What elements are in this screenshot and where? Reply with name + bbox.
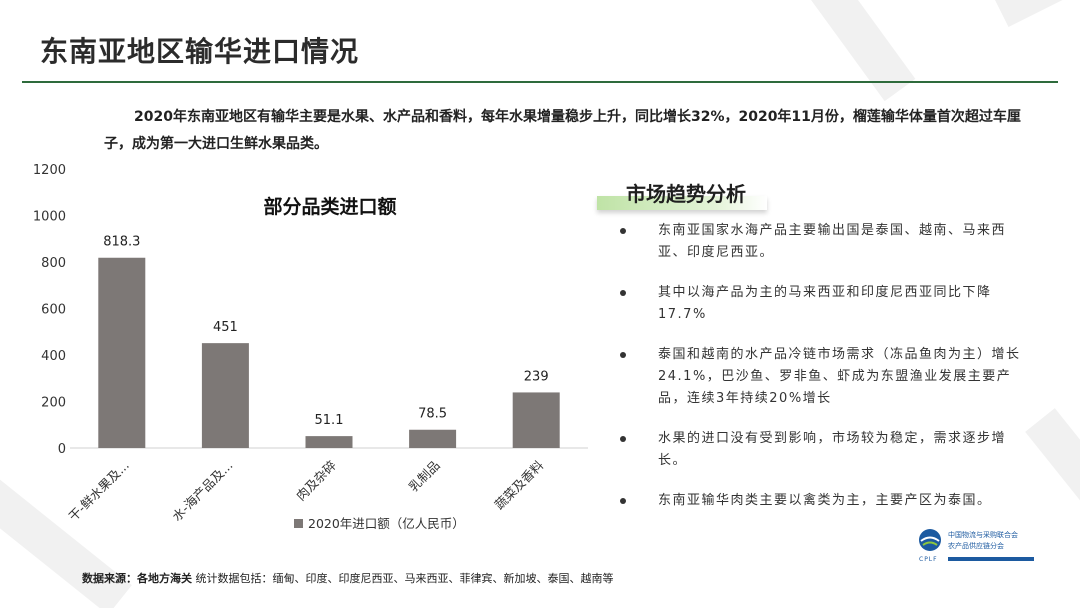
list-item-text: 其中以海产品为主的马来西亚和印度尼西亚同比下降17.7% (658, 285, 992, 322)
bullet-icon (620, 352, 626, 358)
x-axis: 干-鲜水果及... 水-海产品及... 肉及杂碎 乳制品 蔬菜及香料 (65, 457, 546, 524)
bar-value-label: 78.5 (418, 407, 447, 422)
y-axis: 0 200 400 600 800 1000 1200 (33, 163, 66, 457)
y-tick-label: 1000 (33, 210, 66, 225)
x-tick-label: 乳制品 (406, 458, 443, 495)
logo-stripe (948, 557, 1034, 561)
globe-icon (919, 529, 941, 551)
logo-abbrev: CPLF (919, 556, 938, 563)
trend-section-title: 市场趋势分析 (626, 182, 746, 206)
y-tick-label: 400 (41, 349, 66, 364)
bar-value-label: 451 (213, 320, 238, 335)
y-tick-label: 200 (41, 396, 66, 411)
chart-title: 部分品类进口额 (263, 195, 396, 218)
list-item-text: 泰国和越南的水产品冷链市场需求（冻品鱼肉为主）增长24.1%，巴沙鱼、罗非鱼、虾… (658, 347, 1021, 406)
bullet-icon (620, 290, 626, 296)
chart-legend: 2020年进口额（亿人民币） (294, 516, 465, 531)
bars: 818.3 451 51.1 78.5 239 (98, 235, 560, 448)
section-title-highlight (597, 196, 767, 210)
x-tick-label: 肉及杂碎 (293, 458, 339, 504)
legend-label: 2020年进口额（亿人民币） (308, 516, 465, 531)
source-text: 统计数据包括：缅甸、印度、印度尼西亚、马来西亚、菲律宾、新加坡、泰国、越南等 (195, 572, 614, 585)
list-item: 水果的进口没有受到影响，市场较为稳定，需求逐步增长。 (612, 428, 1027, 472)
y-tick-label: 800 (41, 256, 66, 271)
y-tick-label: 0 (58, 442, 66, 457)
bar (512, 392, 560, 448)
y-tick-label: 600 (41, 303, 66, 318)
intro-paragraph: 2020年东南亚地区有输华主要是水果、水产品和香料，每年水果增量稳步上升，同比增… (104, 109, 1021, 152)
x-tick-label: 水-海产品及... (169, 458, 235, 524)
bullet-icon (620, 498, 626, 504)
bar (305, 436, 353, 448)
logo-org-name: 中国物流与采购联合会 (948, 531, 1018, 539)
y-tick-label: 1200 (33, 163, 66, 178)
list-item: 泰国和越南的水产品冷链市场需求（冻品鱼肉为主）增长24.1%，巴沙鱼、罗非鱼、虾… (612, 344, 1027, 410)
organization-logo: 中国物流与采购联合会 农产品供应链分会 CPLF (916, 528, 1036, 574)
bar (98, 257, 146, 448)
list-item: 东南亚输华肉类主要以禽类为主，主要产区为泰国。 (612, 490, 1027, 512)
legend-swatch (294, 519, 303, 528)
import-value-bar-chart: 部分品类进口额 0 200 400 600 800 1000 1200 818.3 451 51… (33, 163, 588, 531)
bar (409, 429, 457, 448)
x-tick-label: 干-鲜水果及... (65, 458, 131, 524)
bullet-icon (620, 436, 626, 442)
list-item-text: 东南亚输华肉类主要以禽类为主，主要产区为泰国。 (658, 493, 992, 508)
page-title: 东南亚地区输华进口情况 (40, 35, 360, 68)
title-divider (22, 81, 1058, 83)
bar (201, 343, 249, 448)
source-label: 数据来源：各地方海关 (82, 572, 192, 585)
bar-value-label: 239 (524, 369, 549, 384)
bullet-icon (620, 228, 626, 234)
bar-value-label: 51.1 (315, 413, 344, 428)
list-item: 东南亚国家水海产品主要输出国是泰国、越南、马来西亚、印度尼西亚。 (612, 220, 1027, 264)
list-item: 其中以海产品为主的马来西亚和印度尼西亚同比下降17.7% (612, 282, 1027, 326)
bar-value-label: 818.3 (103, 235, 140, 250)
trend-list: 东南亚国家水海产品主要输出国是泰国、越南、马来西亚、印度尼西亚。 其中以海产品为… (612, 220, 1027, 530)
data-source-note: 数据来源：各地方海关 统计数据包括：缅甸、印度、印度尼西亚、马来西亚、菲律宾、新… (82, 570, 614, 586)
x-tick-label: 蔬菜及香料 (492, 457, 547, 512)
logo-branch-name: 农产品供应链分会 (948, 542, 1004, 550)
list-item-text: 水果的进口没有受到影响，市场较为稳定，需求逐步增长。 (658, 431, 1007, 468)
list-item-text: 东南亚国家水海产品主要输出国是泰国、越南、马来西亚、印度尼西亚。 (658, 223, 1007, 260)
